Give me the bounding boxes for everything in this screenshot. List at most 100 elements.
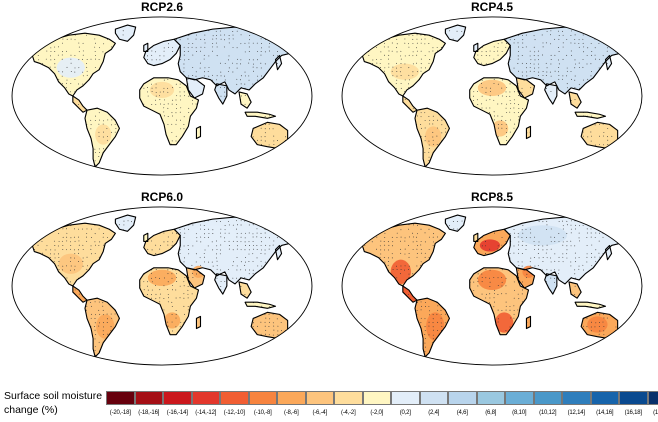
significance-dot [208,55,210,57]
significance-dot [376,62,378,64]
significance-dot [627,30,629,32]
significance-dot [240,232,242,234]
significance-dot [284,232,286,234]
significance-dot [493,306,495,308]
significance-dot [404,55,406,57]
significance-dot [558,67,560,69]
significance-dot [42,148,44,150]
significance-dot [371,42,373,44]
significance-dot [513,313,515,315]
significance-dot [58,346,60,348]
significance-dot [159,277,161,279]
significance-dot [118,224,120,226]
significance-dot [424,232,426,234]
significance-dot [529,50,531,52]
significance-dot [293,224,295,226]
significance-dot [602,321,604,323]
significance-dot [404,265,406,267]
significance-dot [587,160,589,162]
significance-dot [412,55,414,57]
significance-dot [497,46,499,48]
significance-dot [428,321,430,323]
significance-dot [70,237,72,239]
significance-dot [176,38,178,40]
significance-dot [260,232,262,234]
significance-dot [252,233,254,235]
significance-dot [412,107,414,109]
significance-dot [367,31,369,33]
significance-dot [509,99,511,101]
significance-dot [384,54,385,56]
significance-dot [611,224,613,226]
significance-dot [603,144,605,146]
significance-dot [224,63,226,64]
significance-dot [575,228,576,230]
significance-dot [268,144,270,146]
significance-dot [78,240,80,242]
significance-dot [272,152,274,154]
significance-dot [550,91,552,92]
significance-dot [171,115,173,117]
significance-dot [473,91,475,93]
significance-dot [525,228,527,230]
significance-dot [188,95,190,97]
significance-dot [546,71,548,73]
anomaly-patch [477,79,507,96]
significance-dot [292,139,294,141]
significance-dot [45,147,47,149]
significance-dot [363,241,365,243]
significance-dot [518,34,520,36]
significance-dot [49,55,51,57]
anomaly-patch [95,124,112,145]
significance-dot [538,248,540,250]
significance-dot [200,228,202,230]
significance-dot [232,224,234,226]
significance-dot [41,354,43,356]
significance-dot [257,325,259,327]
significance-dot [155,244,157,246]
significance-dot [167,236,169,238]
significance-dot [244,269,246,271]
significance-dot [578,225,580,227]
significance-dot [574,269,576,271]
significance-dot [497,309,499,311]
significance-dot [400,50,402,52]
significance-dot [380,253,382,255]
significance-dot [252,83,254,85]
significance-dot [631,240,633,242]
significance-dot [252,261,254,262]
significance-dot [34,163,36,165]
significance-dot [66,232,68,234]
significance-dot [34,354,35,356]
significance-dot [396,62,397,64]
significance-dot [54,249,56,251]
significance-dot [510,317,512,319]
significance-dot [375,34,377,36]
coastline [72,95,88,113]
significance-dot [607,139,609,141]
significance-dot [571,54,573,56]
significance-dot [183,54,185,56]
significance-dot [566,240,568,242]
significance-dot [388,63,390,65]
land-india [214,273,227,295]
significance-dot [265,354,267,356]
significance-dot [570,50,572,52]
significance-dot [192,277,194,278]
significance-dot [90,58,92,60]
significance-dot [264,123,266,125]
significance-dot [497,248,499,250]
significance-dot [244,164,246,166]
significance-dot [526,67,527,69]
significance-dot [525,249,527,250]
significance-dot [62,51,63,53]
significance-dot [293,330,295,332]
significance-dot [86,268,88,270]
significance-dot [553,281,555,283]
land-madagascar [196,316,201,329]
significance-dot [82,71,84,73]
significance-dot [203,58,205,60]
significance-dot [54,220,55,222]
significance-dot [602,221,604,223]
significance-dot [618,155,620,157]
